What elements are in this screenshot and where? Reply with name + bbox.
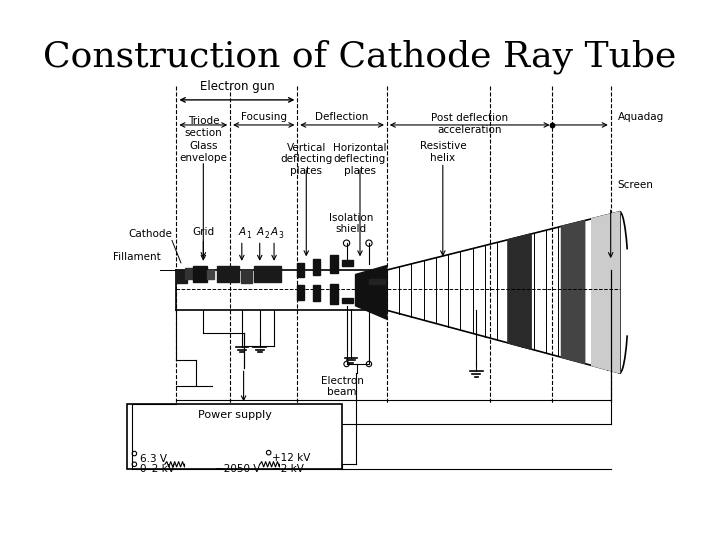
Text: Electron
beam: Electron beam <box>320 376 364 397</box>
Text: Deflection: Deflection <box>315 112 369 122</box>
Bar <box>313 259 320 275</box>
Text: Power supply: Power supply <box>198 410 271 420</box>
Text: Fillament: Fillament <box>112 252 161 261</box>
Text: 0–2 kV: 0–2 kV <box>140 464 175 474</box>
Text: Triode
section: Triode section <box>184 116 222 138</box>
Bar <box>241 270 252 284</box>
Text: Construction of Cathode Ray Tube: Construction of Cathode Ray Tube <box>43 39 677 74</box>
Bar <box>342 260 353 266</box>
Bar <box>330 255 338 273</box>
Text: 1: 1 <box>246 232 251 240</box>
Polygon shape <box>508 234 531 349</box>
Bar <box>217 266 239 282</box>
Text: −2050 V: −2050 V <box>215 464 261 474</box>
Text: 2: 2 <box>264 232 269 240</box>
Bar <box>369 279 385 285</box>
Text: A: A <box>256 227 264 237</box>
Bar <box>297 263 304 277</box>
Text: Grid: Grid <box>192 227 215 237</box>
Polygon shape <box>592 212 620 373</box>
Text: Vertical
deflecting
plates: Vertical deflecting plates <box>280 143 333 176</box>
Text: Glass
envelope: Glass envelope <box>179 141 228 163</box>
Bar <box>313 285 320 301</box>
Text: +12 kV: +12 kV <box>272 453 310 463</box>
Text: Isolation
shield: Isolation shield <box>329 213 373 234</box>
Bar <box>207 270 214 279</box>
Text: Screen: Screen <box>618 180 654 191</box>
Bar <box>176 270 187 284</box>
Text: Electron gun: Electron gun <box>199 80 274 93</box>
Bar <box>192 266 207 282</box>
Text: Cathode: Cathode <box>128 228 172 239</box>
Text: Resistive
helix: Resistive helix <box>420 141 466 163</box>
Text: 3: 3 <box>279 232 284 240</box>
Text: A: A <box>238 227 246 237</box>
Text: Focusing: Focusing <box>240 112 287 122</box>
Polygon shape <box>356 266 387 319</box>
Bar <box>127 404 342 469</box>
Text: Horizontal
deflecting
plates: Horizontal deflecting plates <box>333 143 387 176</box>
Text: Aquadag: Aquadag <box>618 112 664 122</box>
Bar <box>342 298 353 303</box>
Text: A: A <box>271 227 278 237</box>
Bar <box>254 266 282 282</box>
Text: 6.3 V: 6.3 V <box>140 454 167 463</box>
Bar <box>186 268 192 279</box>
Bar <box>297 285 304 300</box>
Text: −2 kV: −2 kV <box>272 464 304 474</box>
Text: Post deflection
acceleration: Post deflection acceleration <box>431 113 508 135</box>
Bar <box>330 285 338 304</box>
Polygon shape <box>562 220 585 363</box>
